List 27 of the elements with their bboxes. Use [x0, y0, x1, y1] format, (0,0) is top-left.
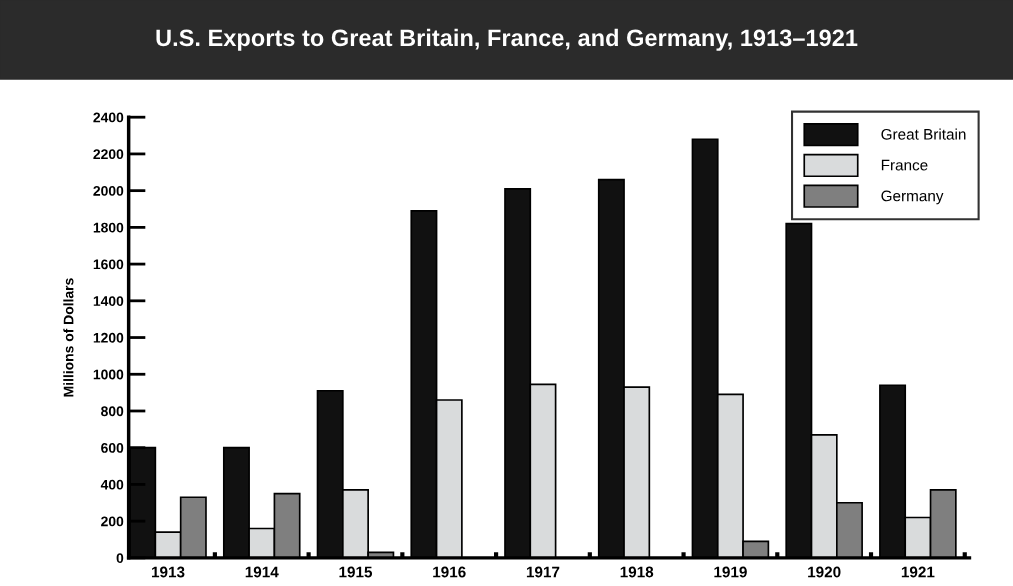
- x-tick-label: 1919: [714, 566, 747, 578]
- y-tick-label: 600: [101, 443, 124, 453]
- y-tick-label: 0: [116, 553, 124, 564]
- y-tick-label: 1800: [93, 222, 124, 233]
- y-tick-label: 1600: [93, 259, 124, 270]
- y-tick-label: 1200: [93, 332, 124, 343]
- y-tick-label: 1000: [93, 369, 124, 380]
- y-tick-label: 1400: [93, 296, 124, 306]
- y-tick-label: 2000: [93, 185, 124, 196]
- x-tick-label: 1921: [901, 566, 935, 578]
- x-tick-label: 1917: [526, 566, 560, 578]
- legend-label: Great Britain: [881, 128, 966, 140]
- x-tick-label: 1915: [339, 566, 373, 578]
- x-tick-label: 1914: [245, 566, 279, 578]
- x-tick-label: 1916: [433, 566, 466, 578]
- legend-label: France: [881, 159, 928, 171]
- y-tick-label: 800: [101, 406, 124, 417]
- y-axis-title: Millions of Dollars: [63, 278, 74, 397]
- x-tick-label: 1920: [808, 566, 841, 578]
- y-tick-label: 400: [100, 479, 124, 490]
- legend-label: Germany: [881, 190, 944, 205]
- x-tick-label: 1918: [620, 566, 654, 578]
- y-tick-label: 2200: [93, 149, 124, 160]
- x-tick-label: 1913: [151, 566, 185, 578]
- y-tick-label: 2400: [93, 112, 124, 123]
- chart-title: U.S. Exports to Great Britain, France, and Germany, 1913–1921: [156, 28, 858, 51]
- y-tick-label: 200: [101, 516, 124, 527]
